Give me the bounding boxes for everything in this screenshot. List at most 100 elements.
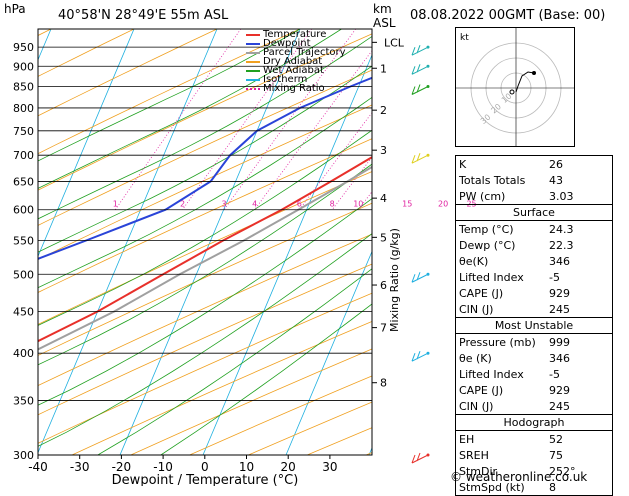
hodograph-storm-motion	[510, 90, 514, 94]
km-label: km	[373, 2, 392, 16]
wind-barb	[412, 85, 428, 95]
wind-barbs	[412, 45, 430, 463]
row-value: 43	[546, 172, 612, 188]
pressure-tick-label: 450	[13, 306, 34, 319]
hodograph-title: Hodograph	[456, 414, 612, 431]
km-tick-label: 5	[380, 231, 387, 244]
row-label: θe(K)	[456, 253, 546, 269]
row-label: PW (cm)	[456, 188, 546, 204]
row-value: 75	[546, 447, 612, 463]
mixing-ratio-label: 10	[353, 200, 363, 209]
pressure-tick-label: 550	[13, 235, 34, 248]
table-row: CIN (J)245	[456, 301, 612, 317]
pressure-tick-label: 350	[13, 394, 34, 407]
table-row: Temp (°C)24.3	[456, 221, 612, 237]
x-tick-label: -10	[153, 460, 173, 474]
legend-label: Mixing Ratio	[263, 84, 325, 93]
hodograph-ring-label: 20	[489, 102, 503, 115]
mixing-ratio-axis-label: Mixing Ratio (g/kg)	[388, 228, 401, 332]
wind-barb	[412, 453, 428, 463]
copyright: © weatheronline.co.uk	[450, 470, 587, 484]
row-label: Lifted Index	[456, 366, 546, 382]
row-value: 3.03	[546, 188, 612, 204]
hodograph-ring-label: 30	[479, 112, 493, 125]
mixing-ratio-label: 15	[402, 200, 412, 209]
asl-label: ASL	[373, 16, 396, 30]
pressure-tick-label: 750	[13, 125, 34, 138]
pressure-tick-label: 500	[13, 268, 34, 281]
row-label: Pressure (mb)	[456, 334, 546, 350]
table-row: CIN (J)245	[456, 398, 612, 414]
row-value: 245	[546, 301, 612, 317]
pressure-tick-label: 900	[13, 60, 34, 73]
row-label: Totals Totals	[456, 172, 546, 188]
pressure-tick-label: 950	[13, 41, 34, 54]
isotherm-line	[37, 29, 217, 455]
row-value: 999	[546, 334, 612, 350]
row-value: -5	[546, 269, 612, 285]
row-label: Lifted Index	[456, 269, 546, 285]
km-tick-label: 4	[380, 192, 387, 205]
wind-barb	[412, 272, 428, 282]
pressure-tick-label: 800	[13, 102, 34, 115]
km-tick-label: 8	[380, 377, 387, 390]
legend-item: Mixing Ratio	[246, 84, 346, 93]
datetime-label: 08.08.2022 00GMT (Base: 00)	[410, 8, 605, 23]
mixing-ratio-label: 1	[113, 200, 118, 209]
row-label: K	[456, 156, 546, 172]
table-row: CAPE (J)929	[456, 285, 612, 301]
x-tick-label: -20	[112, 460, 132, 474]
mixing-ratio-label: 2	[180, 200, 185, 209]
table-row: θe(K)346	[456, 253, 612, 269]
row-value: 346	[546, 253, 612, 269]
hodograph-unit-label: kt	[460, 33, 469, 43]
legend-swatch	[246, 88, 260, 90]
row-value: -5	[546, 366, 612, 382]
legend-swatch	[246, 61, 260, 63]
row-label: CIN (J)	[456, 301, 546, 317]
x-tick-label: 30	[322, 460, 337, 474]
row-label: CIN (J)	[456, 398, 546, 414]
table-row: Lifted Index-5	[456, 366, 612, 382]
row-value: 346	[546, 350, 612, 366]
row-label: SREH	[456, 447, 546, 463]
row-label: Dewp (°C)	[456, 237, 546, 253]
km-tick-label: 2	[380, 104, 387, 117]
legend-swatch	[246, 52, 260, 54]
legend-swatch	[246, 43, 260, 45]
row-label: θe (K)	[456, 350, 546, 366]
wind-barb	[412, 64, 428, 74]
wind-barb	[412, 153, 428, 163]
pressure-tick-label: 600	[13, 204, 34, 217]
pressure-tick-label: 650	[13, 175, 34, 188]
hpa-label: hPa	[4, 2, 26, 16]
row-value: 52	[546, 431, 612, 447]
x-tick-label: 10	[239, 460, 254, 474]
row-value: 245	[546, 398, 612, 414]
x-axis-label: Dewpoint / Temperature (°C)	[112, 473, 299, 486]
hodograph-endpoint	[532, 71, 536, 75]
wind-barb	[412, 45, 428, 55]
row-label: Temp (°C)	[456, 221, 546, 237]
row-value: 24.3	[546, 221, 612, 237]
pressure-tick-label: 700	[13, 149, 34, 162]
pressure-tick-label: 400	[13, 347, 34, 360]
legend-swatch	[246, 70, 260, 72]
row-value: 929	[546, 285, 612, 301]
legend-swatch	[246, 79, 260, 81]
mixing-ratio-label: 8	[330, 200, 335, 209]
row-value: 929	[546, 382, 612, 398]
station-label: 40°58'N 28°49'E 55m ASL	[58, 8, 228, 23]
table-row: CAPE (J)929	[456, 382, 612, 398]
most-unstable-title: Most Unstable	[456, 317, 612, 334]
km-tick-label: LCL	[384, 36, 405, 49]
row-value: 22.3	[546, 237, 612, 253]
